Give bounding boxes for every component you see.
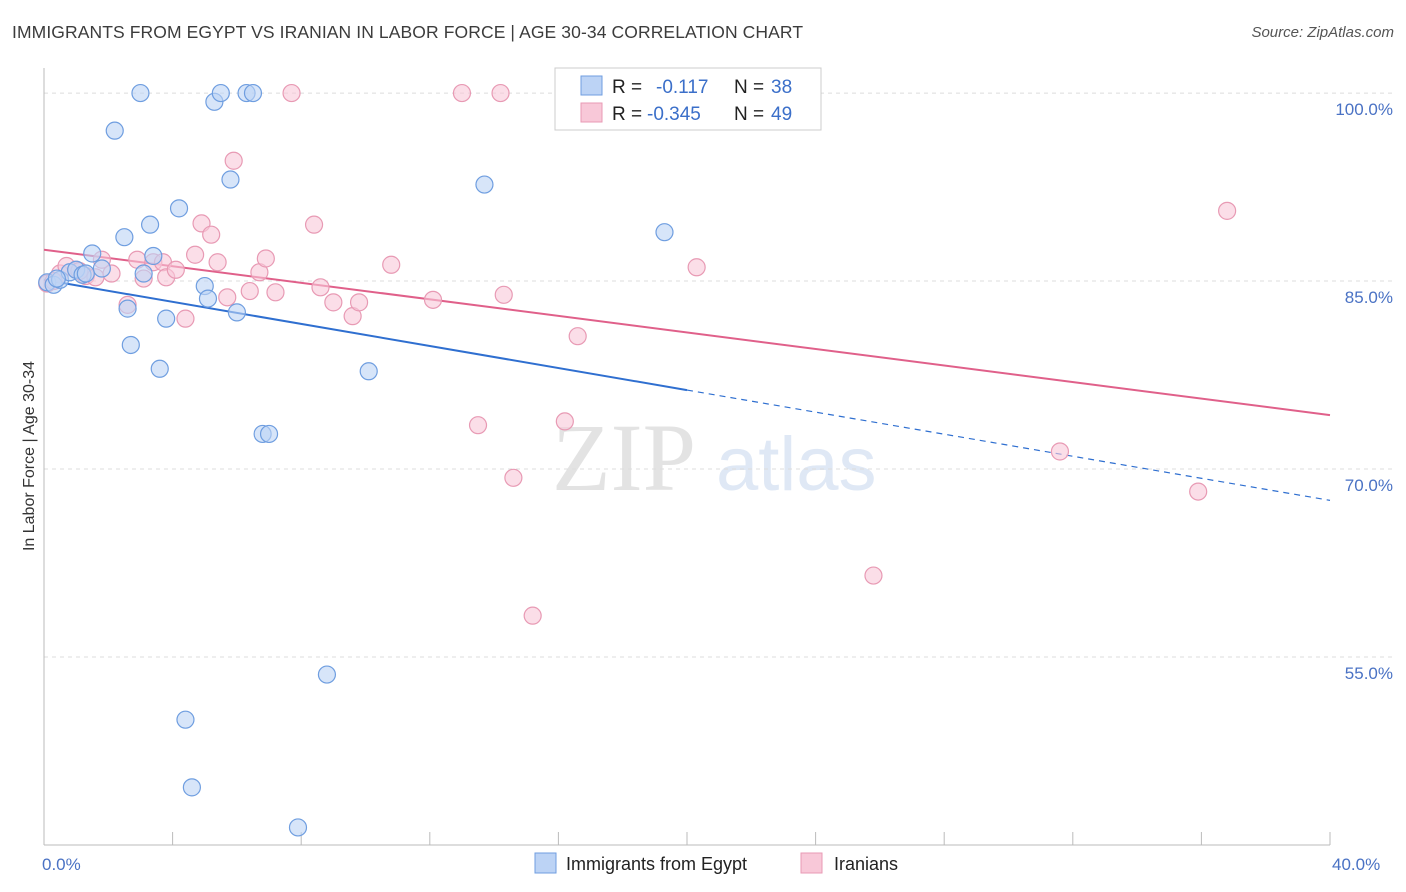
point-iran-16 — [186, 245, 205, 264]
point-iran-27 — [304, 215, 324, 234]
x-tick-label-min: 0.0% — [42, 855, 81, 874]
legend-r-label-iran: R = — [612, 104, 647, 125]
point-egypt-22 — [198, 289, 218, 308]
point-egypt-6 — [83, 244, 102, 263]
point-iran-21 — [224, 151, 243, 170]
y-tick-label-85: 85.0% — [1345, 288, 1393, 307]
point-egypt-32 — [317, 665, 337, 684]
point-iran-31 — [349, 293, 369, 312]
point-iran-24 — [256, 249, 275, 268]
legend-n-label-egypt: N = — [734, 77, 769, 98]
watermark-atlas: atlas — [716, 422, 877, 507]
point-iran-34 — [452, 83, 472, 103]
source-credit: Source: ZipAtlas.com — [1251, 24, 1394, 41]
point-iran-46 — [1218, 201, 1237, 220]
point-iran-41 — [568, 327, 587, 346]
point-egypt-24 — [211, 83, 230, 103]
bottom-legend-swatch-iran[interactable] — [800, 852, 823, 874]
point-egypt-18 — [169, 199, 189, 218]
point-iran-44 — [1050, 442, 1070, 461]
point-egypt-30 — [259, 424, 279, 444]
point-iran-40 — [555, 412, 574, 431]
point-egypt-16 — [150, 359, 169, 378]
point-iran-43 — [864, 566, 883, 585]
point-egypt-36 — [47, 269, 66, 288]
bottom-legend-swatch-egypt[interactable] — [534, 852, 557, 874]
y-axis-title: In Labor Force | Age 30-34 — [21, 361, 38, 551]
point-iran-39 — [523, 606, 542, 625]
legend-n-label-iran: N = — [734, 104, 769, 125]
point-iran-28 — [311, 278, 330, 297]
legend-r-value-iran: -0.345 — [647, 104, 701, 125]
point-iran-45 — [1189, 482, 1208, 501]
point-egypt-13 — [134, 264, 153, 283]
point-iran-20 — [218, 288, 237, 307]
point-egypt-11 — [121, 335, 140, 355]
point-egypt-19 — [176, 710, 195, 729]
point-iran-36 — [491, 83, 510, 103]
point-egypt-7 — [92, 259, 111, 278]
legend-n-value-iran: 49 — [771, 104, 792, 125]
x-tick-label-max: 40.0% — [1332, 855, 1380, 874]
point-iran-26 — [282, 83, 301, 103]
bottom-legend-label-egypt[interactable]: Immigrants from Egypt — [566, 854, 747, 874]
y-tick-label-70: 70.0% — [1345, 476, 1393, 495]
point-egypt-26 — [227, 303, 246, 322]
point-egypt-37 — [76, 264, 95, 283]
point-iran-38 — [504, 468, 523, 487]
point-egypt-35 — [655, 223, 674, 242]
gridlines — [44, 92, 1394, 658]
point-iran-37 — [494, 285, 513, 304]
point-egypt-17 — [157, 309, 176, 328]
x-ticks — [43, 832, 1331, 845]
point-egypt-9 — [115, 228, 134, 247]
point-egypt-20 — [182, 778, 201, 797]
point-iran-29 — [324, 293, 343, 312]
point-egypt-34 — [475, 175, 494, 194]
stats-legend: R = -0.117 N = 38 R = -0.345 N = 49 — [554, 67, 822, 131]
bottom-legend-label-iran[interactable]: Iranians — [834, 854, 898, 874]
point-iran-15 — [176, 309, 195, 328]
watermark-zip: ZIP — [552, 404, 696, 511]
y-tick-labels: 100.0% 85.0% 70.0% 55.0% — [1335, 100, 1393, 683]
point-egypt-33 — [359, 362, 378, 381]
point-iran-14 — [166, 260, 185, 279]
point-egypt-15 — [144, 246, 163, 266]
point-iran-25 — [266, 283, 285, 302]
point-egypt-12 — [131, 83, 150, 103]
point-iran-35 — [468, 416, 488, 435]
point-egypt-25 — [221, 170, 240, 189]
point-egypt-8 — [105, 121, 124, 140]
legend-r-label-egypt: R = — [612, 77, 647, 98]
legend-swatch-egypt — [580, 75, 603, 96]
y-tick-label-100: 100.0% — [1335, 100, 1393, 119]
y-tick-label-55: 55.0% — [1345, 664, 1393, 683]
legend-n-value-egypt: 38 — [771, 77, 792, 98]
point-egypt-10 — [118, 299, 137, 318]
trend-line-egypt — [43, 278, 688, 392]
legend-r-value-egypt: -0.117 — [656, 77, 708, 98]
trend-line-egypt-extrapolated — [686, 389, 1331, 501]
series-legend: Immigrants from Egypt Iranians — [534, 852, 898, 874]
point-iran-18 — [202, 225, 221, 244]
scatter-points — [38, 83, 1237, 837]
chart-title: IMMIGRANTS FROM EGYPT VS IRANIAN IN LABO… — [12, 22, 804, 42]
point-iran-32 — [382, 255, 401, 274]
point-egypt-31 — [288, 818, 308, 837]
point-iran-19 — [208, 253, 227, 272]
point-iran-22 — [240, 281, 259, 301]
point-iran-42 — [687, 258, 706, 277]
point-egypt-14 — [140, 215, 160, 234]
point-iran-33 — [423, 290, 443, 309]
legend-swatch-iran — [580, 102, 603, 123]
point-egypt-28 — [243, 83, 263, 103]
